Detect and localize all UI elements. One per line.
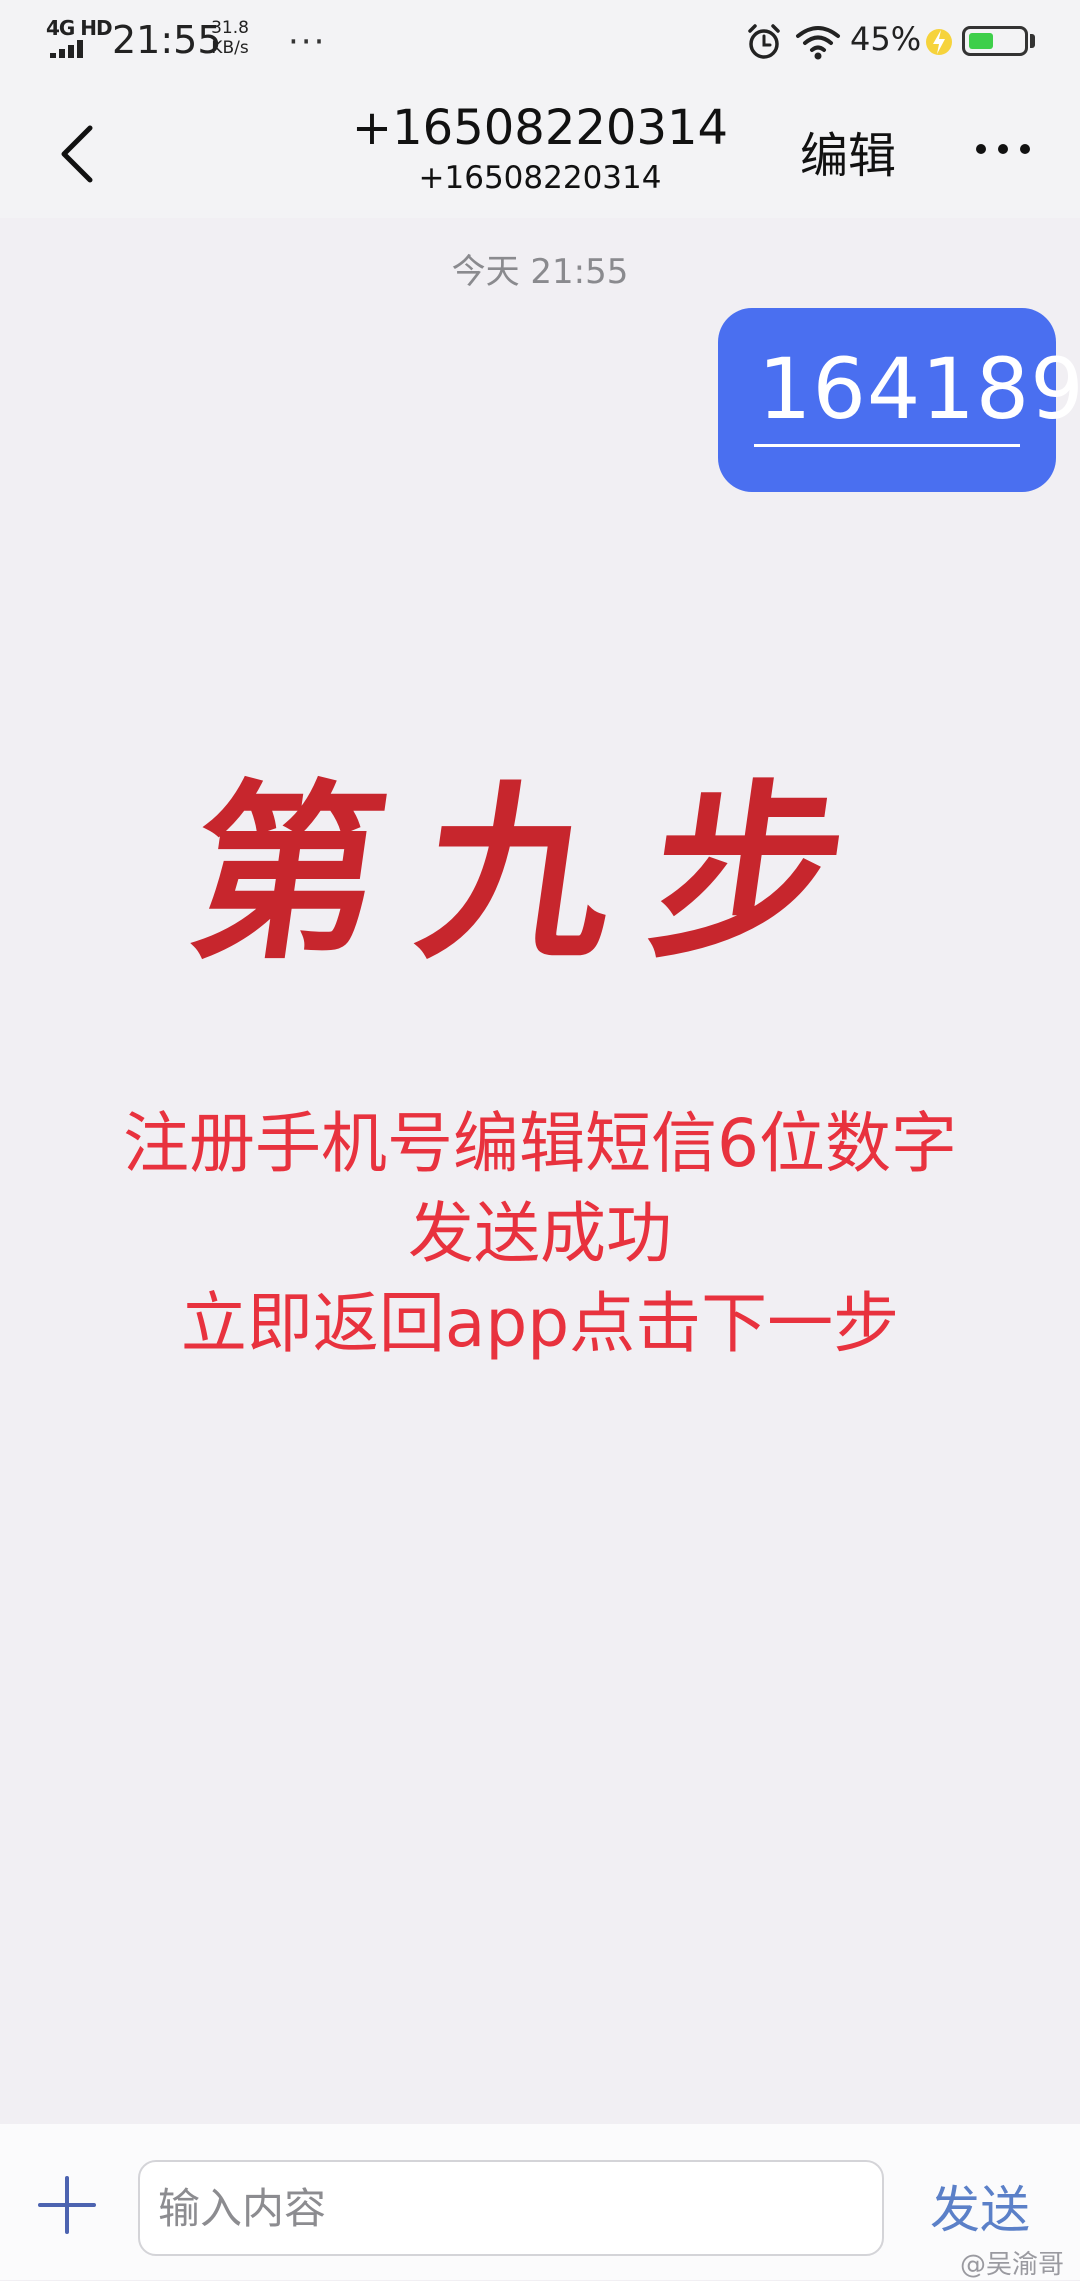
- battery-percent: 45%: [850, 20, 922, 58]
- charging-icon: [926, 29, 952, 55]
- battery-tip: [1030, 34, 1035, 48]
- more-dots-icon[interactable]: [974, 136, 1034, 160]
- instruction-line-1: 注册手机号编辑短信6位数字: [123, 1105, 957, 1182]
- edit-button[interactable]: 编辑: [800, 128, 897, 184]
- watermark: @吴渝哥: [959, 2250, 1064, 2280]
- back-button[interactable]: [40, 114, 112, 194]
- outgoing-message-bubble[interactable]: 164189: [718, 308, 1080, 492]
- network-speed: 31.8 KB/s: [210, 18, 250, 58]
- alarm-icon: [748, 24, 780, 59]
- message-composer: 发送: [0, 2124, 1080, 2280]
- step-title: 第九步: [177, 762, 899, 985]
- network-speed-value: 31.8: [211, 18, 249, 38]
- contact-subtitle: +16508220314: [418, 160, 662, 196]
- plus-icon[interactable]: [36, 2174, 98, 2236]
- status-more-dots: ···: [288, 22, 327, 62]
- message-text: 164189: [758, 340, 1080, 438]
- contact-number: +16508220314: [351, 100, 729, 156]
- battery-fill: [969, 33, 994, 49]
- battery-icon: [962, 26, 1028, 56]
- send-button[interactable]: 发送: [930, 2170, 1030, 2242]
- status-bar: 4G HD 21:55 31.8 KB/s ··· 45%: [0, 0, 1080, 84]
- signal-icon: [50, 40, 94, 58]
- message-link-underline: [754, 444, 1020, 447]
- message-input[interactable]: [138, 2160, 884, 2256]
- conversation-header: +16508220314 +16508220314 编辑: [0, 84, 1080, 218]
- status-time: 21:55: [112, 18, 222, 62]
- wifi-icon: [796, 26, 840, 60]
- network-speed-unit: KB/s: [211, 38, 249, 58]
- back-chevron-icon: [61, 125, 93, 183]
- instruction-line-3: 立即返回app点击下一步: [180, 1285, 900, 1362]
- instruction-line-2: 发送成功: [408, 1195, 672, 1272]
- network-type: 4G HD: [46, 16, 113, 40]
- message-timestamp: 今天 21:55: [451, 252, 629, 292]
